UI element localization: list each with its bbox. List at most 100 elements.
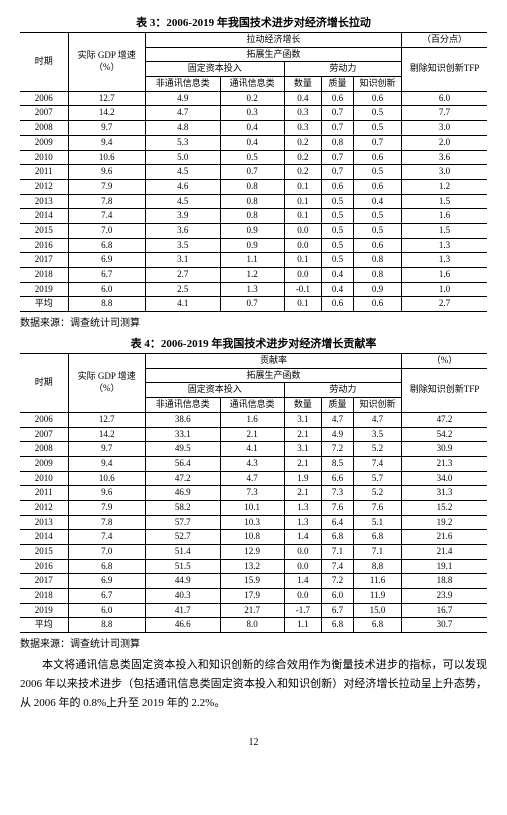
- t3-cell-qty: 0.4: [284, 91, 321, 106]
- t3-cell-tel: 1.1: [220, 253, 284, 268]
- t3-cell-qty: 0.3: [284, 106, 321, 121]
- t3-cell-nontel: 5.0: [145, 150, 220, 165]
- t3-cell-qual: 0.5: [322, 223, 354, 238]
- t4-cell-qty: 1.1: [284, 618, 321, 633]
- t3-cell-qty: 0.1: [284, 179, 321, 194]
- t4-cell-tfp: 31.3: [402, 486, 487, 501]
- t3-cell-year: 2006: [20, 91, 68, 106]
- t4-cell-qty: 1.9: [284, 471, 321, 486]
- t3-cell-year: 2017: [20, 253, 68, 268]
- t4-cell-gdp: 9.4: [68, 456, 145, 471]
- table-row: 20147.43.90.80.10.50.51.6: [20, 209, 487, 224]
- t4-h-unit: （%）: [402, 354, 487, 369]
- t3-h-nontel: 非通讯信息类: [145, 77, 220, 92]
- table-row: 20119.64.50.70.20.70.53.0: [20, 165, 487, 180]
- t4-cell-tel: 17.9: [220, 589, 284, 604]
- t3-cell-gdp: 6.7: [68, 268, 145, 283]
- t4-cell-qual: 4.7: [322, 412, 354, 427]
- t3-cell-qty: 0.1: [284, 194, 321, 209]
- t4-cell-know: 7.1: [354, 545, 402, 560]
- table-row: 20157.03.60.90.00.50.51.5: [20, 223, 487, 238]
- t3-cell-year: 2012: [20, 179, 68, 194]
- t4-cell-qty: 0.0: [284, 589, 321, 604]
- t3-cell-gdp: 6.0: [68, 282, 145, 297]
- t3-cell-year: 2014: [20, 209, 68, 224]
- t4-cell-nontel: 33.1: [145, 427, 220, 442]
- t3-cell-know: 0.5: [354, 106, 402, 121]
- t4-cell-tel: 15.9: [220, 574, 284, 589]
- t4-cell-tfp: 21.3: [402, 456, 487, 471]
- t3-cell-tfp: 3.6: [402, 150, 487, 165]
- table-row: 20176.944.915.91.47.211.618.8: [20, 574, 487, 589]
- t3-cell-qual: 0.5: [322, 194, 354, 209]
- t3-cell-nontel: 3.6: [145, 223, 220, 238]
- t3-cell-tel: 0.9: [220, 223, 284, 238]
- t3-cell-qual: 0.7: [322, 106, 354, 121]
- t3-cell-year: 平均: [20, 297, 68, 312]
- t3-cell-qty: -0.1: [284, 282, 321, 297]
- t4-cell-nontel: 58.2: [145, 500, 220, 515]
- t3-cell-know: 0.4: [354, 194, 402, 209]
- t3-cell-qual: 0.7: [322, 165, 354, 180]
- t4-cell-gdp: 6.8: [68, 559, 145, 574]
- t3-h-pull: 拉动经济增长: [145, 33, 401, 48]
- t4-cell-qty: 1.4: [284, 530, 321, 545]
- t3-h-expand: 拓展生产函数: [145, 47, 401, 62]
- t4-cell-qty: 2.1: [284, 456, 321, 471]
- t4-cell-know: 6.8: [354, 530, 402, 545]
- t4-cell-qual: 6.8: [322, 530, 354, 545]
- t3-cell-tfp: 2.7: [402, 297, 487, 312]
- t3-cell-gdp: 9.4: [68, 135, 145, 150]
- table-row: 20196.02.51.3-0.10.40.91.0: [20, 282, 487, 297]
- t3-cell-gdp: 9.6: [68, 165, 145, 180]
- t4-cell-tfp: 16.7: [402, 603, 487, 618]
- t4-h-contrib: 贡献率: [145, 354, 401, 369]
- table-row: 200612.738.61.63.14.74.747.2: [20, 412, 487, 427]
- t4-cell-tel: 8.0: [220, 618, 284, 633]
- t3-cell-nontel: 4.1: [145, 297, 220, 312]
- table-row: 200714.233.12.12.14.93.554.2: [20, 427, 487, 442]
- t3-cell-qty: 0.2: [284, 165, 321, 180]
- t4-cell-qty: 0.0: [284, 559, 321, 574]
- t4-cell-qual: 6.7: [322, 603, 354, 618]
- t4-cell-year: 2015: [20, 545, 68, 560]
- t4-cell-know: 15.0: [354, 603, 402, 618]
- t4-cell-tel: 1.6: [220, 412, 284, 427]
- t3-cell-tel: 0.3: [220, 106, 284, 121]
- t3-cell-know: 0.6: [354, 91, 402, 106]
- t3-cell-year: 2008: [20, 121, 68, 136]
- t4-cell-year: 平均: [20, 618, 68, 633]
- t3-cell-nontel: 3.5: [145, 238, 220, 253]
- t4-cell-tel: 10.8: [220, 530, 284, 545]
- t4-cell-year: 2019: [20, 603, 68, 618]
- t3-cell-qual: 0.5: [322, 209, 354, 224]
- t3-cell-year: 2016: [20, 238, 68, 253]
- table-row: 20176.93.11.10.10.50.81.3: [20, 253, 487, 268]
- t3-cell-qual: 0.5: [322, 238, 354, 253]
- t4-cell-qual: 7.2: [322, 442, 354, 457]
- t4-cell-nontel: 46.9: [145, 486, 220, 501]
- table-row: 20099.45.30.40.20.80.72.0: [20, 135, 487, 150]
- t4-cell-know: 7.6: [354, 500, 402, 515]
- t4-cell-year: 2006: [20, 412, 68, 427]
- t4-cell-tel: 10.1: [220, 500, 284, 515]
- t3-h-know: 知识创新: [354, 77, 402, 92]
- t4-cell-know: 5.7: [354, 471, 402, 486]
- t3-cell-nontel: 2.7: [145, 268, 220, 283]
- t4-cell-tel: 4.7: [220, 471, 284, 486]
- table-row: 200612.74.90.20.40.60.66.0: [20, 91, 487, 106]
- table-row: 20137.857.710.31.36.45.119.2: [20, 515, 487, 530]
- t3-cell-qty: 0.0: [284, 238, 321, 253]
- t4-cell-qual: 7.2: [322, 574, 354, 589]
- t4-cell-know: 4.7: [354, 412, 402, 427]
- t4-h-tel: 通讯信息类: [220, 398, 284, 413]
- t4-cell-tel: 7.3: [220, 486, 284, 501]
- t4-cell-tfp: 21.6: [402, 530, 487, 545]
- t4-cell-year: 2014: [20, 530, 68, 545]
- t4-cell-know: 11.9: [354, 589, 402, 604]
- t4-cell-tel: 4.1: [220, 442, 284, 457]
- t4-cell-qty: 1.3: [284, 500, 321, 515]
- t4-cell-tfp: 15.2: [402, 500, 487, 515]
- t3-cell-know: 0.5: [354, 121, 402, 136]
- t4-cell-know: 11.6: [354, 574, 402, 589]
